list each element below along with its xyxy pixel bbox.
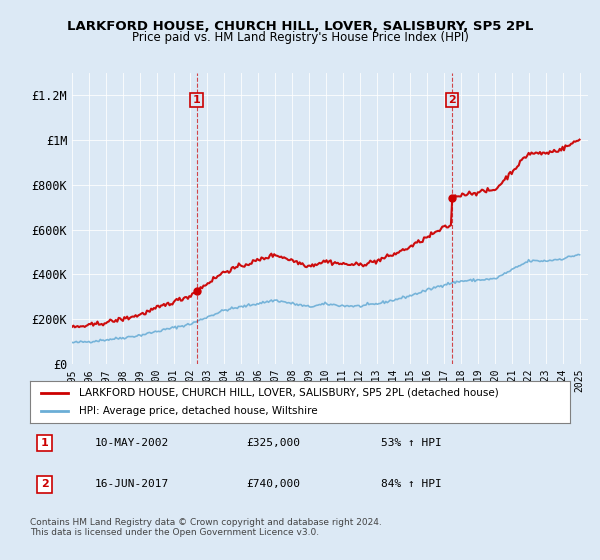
Text: HPI: Average price, detached house, Wiltshire: HPI: Average price, detached house, Wilt… [79, 406, 317, 416]
Text: 1: 1 [193, 95, 200, 105]
Text: Contains HM Land Registry data © Crown copyright and database right 2024.
This d: Contains HM Land Registry data © Crown c… [30, 518, 382, 538]
Text: 2: 2 [448, 95, 456, 105]
Text: £740,000: £740,000 [246, 479, 300, 489]
Text: 16-JUN-2017: 16-JUN-2017 [95, 479, 169, 489]
Text: 53% ↑ HPI: 53% ↑ HPI [381, 438, 442, 448]
Text: 10-MAY-2002: 10-MAY-2002 [95, 438, 169, 448]
Text: 2: 2 [41, 479, 49, 489]
Text: LARKFORD HOUSE, CHURCH HILL, LOVER, SALISBURY, SP5 2PL (detached house): LARKFORD HOUSE, CHURCH HILL, LOVER, SALI… [79, 388, 499, 398]
Text: 1: 1 [41, 438, 49, 448]
Text: Price paid vs. HM Land Registry's House Price Index (HPI): Price paid vs. HM Land Registry's House … [131, 31, 469, 44]
Text: 84% ↑ HPI: 84% ↑ HPI [381, 479, 442, 489]
Text: LARKFORD HOUSE, CHURCH HILL, LOVER, SALISBURY, SP5 2PL: LARKFORD HOUSE, CHURCH HILL, LOVER, SALI… [67, 20, 533, 32]
Text: £325,000: £325,000 [246, 438, 300, 448]
